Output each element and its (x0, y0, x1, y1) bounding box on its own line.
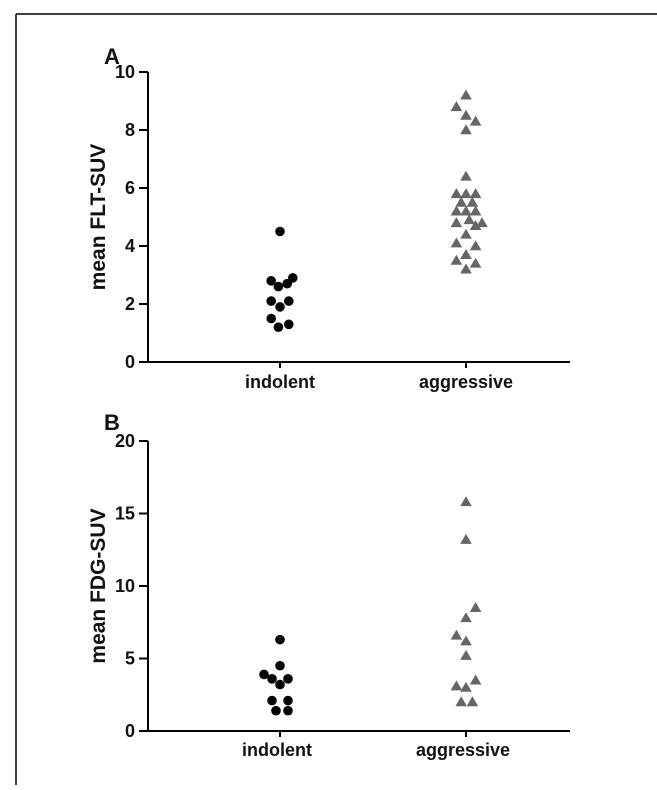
y-tick-label-b-0: 0 (125, 721, 135, 741)
data-point-b-indolent-6 (275, 679, 285, 690)
data-point-b-indolent-9 (271, 705, 281, 716)
plots-group: A 0 2 4 6 8 10 mean FLT-SUV indolent aggressive B 0… (87, 44, 570, 760)
data-point-a-aggressive-14 (469, 205, 482, 216)
data-point-b-aggressive-4 (460, 612, 472, 623)
y-tick-label-a-2: 2 (125, 294, 135, 314)
data-point-b-aggressive-12 (466, 696, 479, 707)
data-point-a-indolent-9 (266, 313, 277, 324)
data-point-a-aggressive-25 (460, 263, 472, 274)
data-point-b-aggressive-6 (460, 635, 472, 646)
y-tick-label-a-4: 4 (125, 236, 135, 256)
data-point-b-indolent-3 (259, 669, 269, 680)
data-point-a-indolent-10 (284, 319, 294, 330)
data-point-a-aggressive-9 (469, 188, 482, 199)
data-point-a-aggressive-7 (450, 188, 463, 199)
data-point-a-indolent-2 (266, 276, 277, 286)
data-point-b-indolent-4 (267, 674, 277, 684)
y-axis-title-a: mean FLT-SUV (87, 144, 110, 291)
data-point-b-aggressive-1 (460, 496, 472, 507)
y-tick-label-a-6: 6 (125, 178, 135, 198)
data-point-a-indolent-5 (282, 278, 293, 289)
data-point-b-aggressive-10 (460, 681, 472, 692)
data-point-a-aggressive-15 (450, 217, 463, 228)
data-point-a-aggressive-22 (460, 249, 472, 259)
data-point-b-aggressive-9 (450, 680, 463, 691)
data-point-b-indolent-5 (283, 674, 293, 684)
data-point-a-aggressive-1 (460, 89, 472, 100)
data-point-a-aggressive-6 (460, 170, 472, 181)
data-point-a-aggressive-23 (450, 254, 463, 265)
data-point-a-aggressive-24 (469, 257, 482, 268)
data-point-b-aggressive-3 (469, 602, 482, 613)
data-point-a-indolent-1 (275, 226, 285, 237)
x-tick-label-a-aggressive: aggressive (419, 372, 513, 392)
data-point-a-aggressive-12 (450, 205, 463, 216)
data-point-a-indolent-4 (273, 281, 284, 292)
y-tick-label-a-10: 10 (115, 62, 135, 82)
x-tick-label-b-aggressive: aggressive (416, 740, 510, 760)
data-point-b-indolent-10 (283, 705, 293, 716)
data-point-a-aggressive-5 (460, 124, 472, 135)
data-point-b-indolent-7 (267, 695, 277, 706)
data-point-b-indolent-1 (275, 634, 285, 645)
data-point-a-aggressive-4 (469, 115, 482, 126)
data-point-a-indolent-8 (275, 302, 285, 312)
data-point-a-aggressive-16 (463, 214, 475, 225)
data-point-b-indolent-2 (275, 660, 285, 671)
data-point-a-aggressive-20 (450, 237, 463, 248)
data-point-a-aggressive-3 (460, 109, 472, 120)
y-tick-label-b-10: 10 (115, 576, 135, 596)
data-point-a-aggressive-17 (476, 217, 488, 228)
data-point-a-indolent-7 (284, 296, 294, 306)
y-tick-label-b-15: 15 (115, 504, 135, 524)
data-point-a-aggressive-11 (466, 196, 479, 207)
data-point-a-aggressive-13 (460, 205, 472, 216)
x-tick-label-b-indolent: indolent (242, 740, 312, 760)
x-tick-label-a-indolent: indolent (245, 372, 315, 392)
data-point-b-aggressive-5 (450, 629, 463, 640)
data-point-a-aggressive-19 (460, 228, 472, 239)
data-point-a-aggressive-18 (469, 220, 482, 230)
panel-b: B 0 5 10 15 20 mean FDG-SUV indolent aggressive (87, 410, 570, 760)
y-tick-label-b-5: 5 (125, 649, 135, 669)
y-tick-label-b-20: 20 (115, 431, 135, 451)
data-point-b-aggressive-7 (460, 649, 472, 660)
data-point-a-aggressive-2 (450, 101, 463, 112)
data-point-a-aggressive-21 (469, 240, 482, 251)
data-point-b-aggressive-2 (460, 533, 472, 544)
data-point-a-indolent-6 (266, 296, 277, 306)
data-point-a-aggressive-8 (460, 188, 472, 199)
data-point-b-aggressive-8 (469, 674, 482, 685)
y-tick-label-a-0: 0 (125, 352, 135, 372)
data-point-a-indolent-11 (273, 322, 284, 333)
data-point-a-aggressive-10 (455, 196, 467, 207)
panel-a: A 0 2 4 6 8 10 mean FLT-SUV indolent aggressive (87, 44, 570, 392)
y-tick-label-a-8: 8 (125, 120, 135, 140)
y-axis-title-b: mean FDG-SUV (87, 508, 110, 663)
panel-letter-a: A (104, 44, 120, 69)
data-point-b-indolent-8 (283, 695, 293, 706)
panel-letter-b: B (104, 410, 120, 435)
data-point-b-aggressive-11 (455, 696, 467, 707)
